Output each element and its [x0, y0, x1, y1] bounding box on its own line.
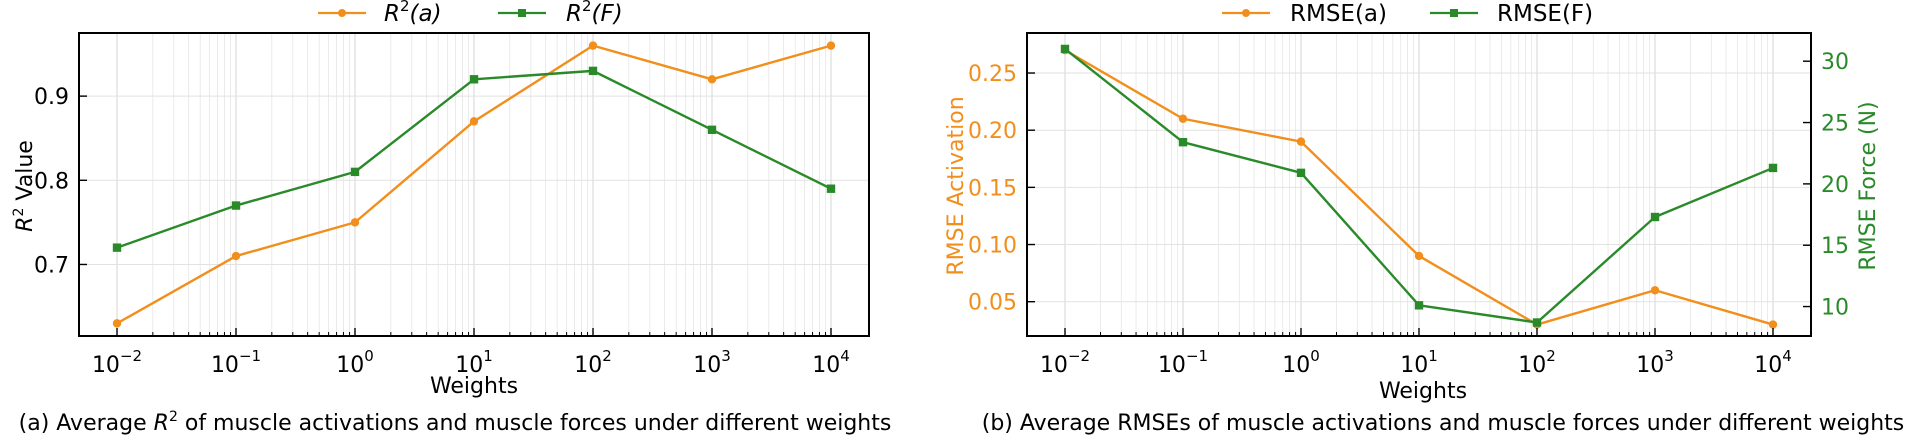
chart-b-y-tick-label: 0.15	[968, 176, 1017, 201]
chart-a-series	[112, 41, 836, 328]
chart-b-grid	[1027, 33, 1811, 336]
chart-b-y-right-tick-label: 30	[1821, 50, 1849, 75]
chart-a-xlabel: Weights	[430, 374, 518, 399]
legend-b-rmsea-label: RMSE(a)	[1290, 1, 1387, 27]
series-ra-point	[588, 41, 598, 50]
caption-a-pre: (a) Average	[19, 411, 154, 436]
chart-a-y-tick-label: 0.8	[34, 169, 69, 194]
chart-b-y-right-tick-label: 20	[1821, 173, 1849, 198]
chart-b-y-tick-label: 0.25	[968, 62, 1017, 87]
legend-b-rmsef-marker	[1450, 9, 1458, 17]
series-ra-point	[469, 117, 479, 126]
caption-b: (b) Average RMSEs of muscle activations …	[982, 411, 1905, 436]
caption-a-base: R	[154, 411, 169, 436]
series-rmse-f-point	[1296, 168, 1306, 178]
chart-b-x-tick-label: 10−2	[1040, 347, 1090, 378]
legend-b-rmsea-marker	[1242, 9, 1250, 17]
legend-a-rf-base: R	[566, 1, 582, 27]
chart-a-ticks: 10−2 10−1 100 101 102 103 104 0.7 0.8 0.9	[34, 85, 850, 378]
series-rmse-f-point	[1768, 163, 1778, 173]
series-rmse-f-point	[1178, 137, 1188, 147]
chart-a-grid	[79, 33, 869, 336]
chart-b-ticks: 10−2 10−1 100 101 102 103 104 0.05 0.10 0.15 0.20 0…	[968, 50, 1849, 378]
series-rmse-a-point	[1414, 251, 1424, 261]
chart-b-ylabel-left: RMSE Activation	[944, 96, 969, 275]
series-ra-point	[707, 75, 717, 84]
chart-b-y-right-tick-label: 10	[1821, 296, 1849, 321]
chart-a-x-tick-label: 101	[455, 347, 493, 378]
chart-a-x-tick-label: 100	[336, 347, 374, 378]
chart-b-x-tick-label: 101	[1400, 347, 1438, 378]
chart-a-x-tick-label: 10−1	[211, 347, 261, 378]
legend-b-rmsef-label: RMSE(F)	[1497, 1, 1593, 27]
series-rmse-f-point	[1650, 212, 1660, 222]
chart-b-y-tick-label: 0.05	[968, 291, 1017, 316]
caption-a: (a) Average R2 of muscle activations and…	[19, 409, 892, 436]
legend-a-ra-base: R	[384, 1, 400, 27]
chart-a-ylabel-sup: 2	[11, 208, 27, 217]
chart-a-x-tick-label: 102	[574, 347, 612, 378]
caption-a-sup: 2	[169, 409, 178, 425]
chart-b-legend: RMSE(a) RMSE(F)	[1222, 1, 1593, 27]
chart-b: 10−2 10−1 100 101 102 103 104 0.05 0.10 0.15 0.20 0…	[944, 1, 1904, 436]
series-rf-point	[112, 243, 122, 252]
chart-a-y-tick-label: 0.7	[34, 253, 69, 278]
series-rf-point	[469, 75, 479, 84]
series-rmse-a-point	[1650, 286, 1660, 295]
series-rf-point	[588, 66, 598, 76]
chart-b-x-tick-label: 102	[1518, 347, 1556, 378]
series-ra-point	[826, 41, 836, 50]
series-rmse-a-point	[1768, 320, 1778, 329]
caption-a-post: of muscle activations and muscle forces …	[178, 411, 891, 436]
chart-a-x-tick-label: 103	[693, 347, 731, 378]
chart-b-x-tick-label: 10−1	[1158, 347, 1208, 378]
chart-b-y-right-tick-label: 15	[1821, 234, 1849, 259]
chart-b-y-tick-label: 0.10	[968, 234, 1017, 259]
series-rmse-f-point	[1060, 44, 1070, 54]
series-rf-point	[231, 201, 241, 210]
chart-a-ylabel: R2 Value	[11, 140, 38, 232]
chart-b-y-tick-label: 0.20	[968, 119, 1017, 144]
chart-b-ylabel-right: RMSE Force (N)	[1856, 101, 1881, 270]
chart-a-x-tick-label: 104	[812, 347, 850, 378]
series-rf-point	[826, 184, 836, 193]
series-ra-point	[350, 218, 360, 227]
chart-b-y-right-tick-label: 25	[1821, 112, 1849, 137]
chart-a-ylabel-base: R	[13, 217, 38, 232]
chart-a-legend: R2(a) R2(F)	[318, 0, 623, 27]
series-rf-point	[707, 125, 717, 134]
chart-a-ylabel-rest: Value	[13, 140, 38, 207]
legend-a-rf-marker	[518, 9, 526, 17]
series-ra-point	[231, 251, 241, 261]
chart-b-x-tick-label: 103	[1636, 347, 1674, 378]
chart-b-x-tick-label: 100	[1282, 347, 1320, 378]
legend-a-ra-sup: 2	[400, 0, 410, 15]
legend-a-ra-marker	[338, 9, 346, 17]
legend-a-ra-rest: (a)	[410, 1, 442, 27]
legend-a-rf-rest: (F)	[592, 1, 623, 27]
chart-a-x-tick-label: 10−2	[92, 347, 142, 378]
series-rf-point	[350, 167, 360, 177]
series-ra-point	[112, 319, 122, 328]
series-rmse-a-point	[1178, 114, 1188, 123]
legend-a-rf-label: R2(F)	[566, 0, 623, 27]
legend-a-ra-label: R2(a)	[384, 0, 442, 27]
series-rmse-a-point	[1296, 137, 1306, 146]
legend-a-rf-sup: 2	[582, 0, 592, 15]
chart-a-y-tick-label: 0.9	[34, 85, 69, 110]
chart-b-x-tick-label: 104	[1754, 347, 1792, 378]
chart-b-series	[1060, 44, 1778, 329]
series-rmse-f-point	[1414, 301, 1424, 310]
series-rmse-f-point	[1532, 318, 1542, 327]
chart-b-xlabel: Weights	[1379, 379, 1467, 404]
